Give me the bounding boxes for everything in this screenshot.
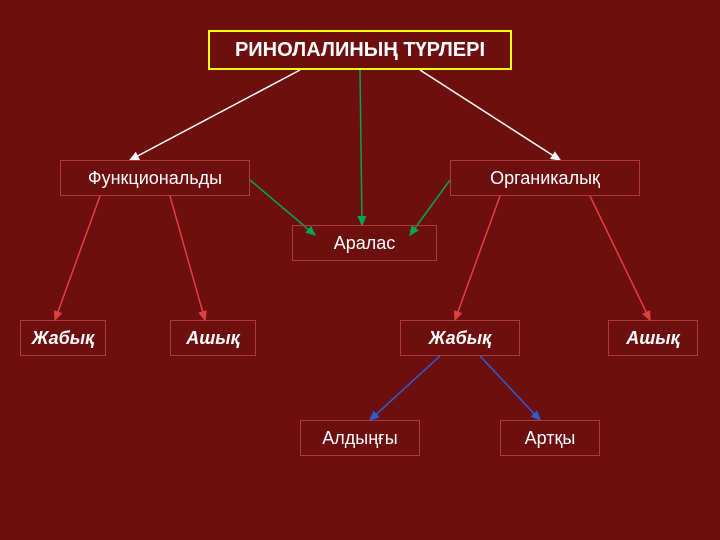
open2-node: Ашық <box>608 320 698 356</box>
front-text: Алдыңғы <box>322 428 397 449</box>
organic-node: Органикалық <box>450 160 640 196</box>
open1-text: Ашық <box>186 328 240 349</box>
closed1-text: Жабық <box>32 328 95 349</box>
functional-node: Функциональды <box>60 160 250 196</box>
open1-node: Ашық <box>170 320 256 356</box>
closed2-text: Жабық <box>429 328 492 349</box>
title-text: РИНОЛАЛИНЫҢ ТҮРЛЕРІ <box>235 39 485 62</box>
mixed-node: Аралас <box>292 225 437 261</box>
open2-text: Ашық <box>626 328 680 349</box>
front-node: Алдыңғы <box>300 420 420 456</box>
back-node: Артқы <box>500 420 600 456</box>
organic-text: Органикалық <box>490 168 600 189</box>
closed1-node: Жабық <box>20 320 106 356</box>
title-node: РИНОЛАЛИНЫҢ ТҮРЛЕРІ <box>208 30 512 70</box>
functional-text: Функциональды <box>88 168 222 189</box>
diagram-arrows <box>0 0 720 540</box>
mixed-text: Аралас <box>334 233 396 254</box>
back-text: Артқы <box>525 428 576 449</box>
closed2-node: Жабық <box>400 320 520 356</box>
